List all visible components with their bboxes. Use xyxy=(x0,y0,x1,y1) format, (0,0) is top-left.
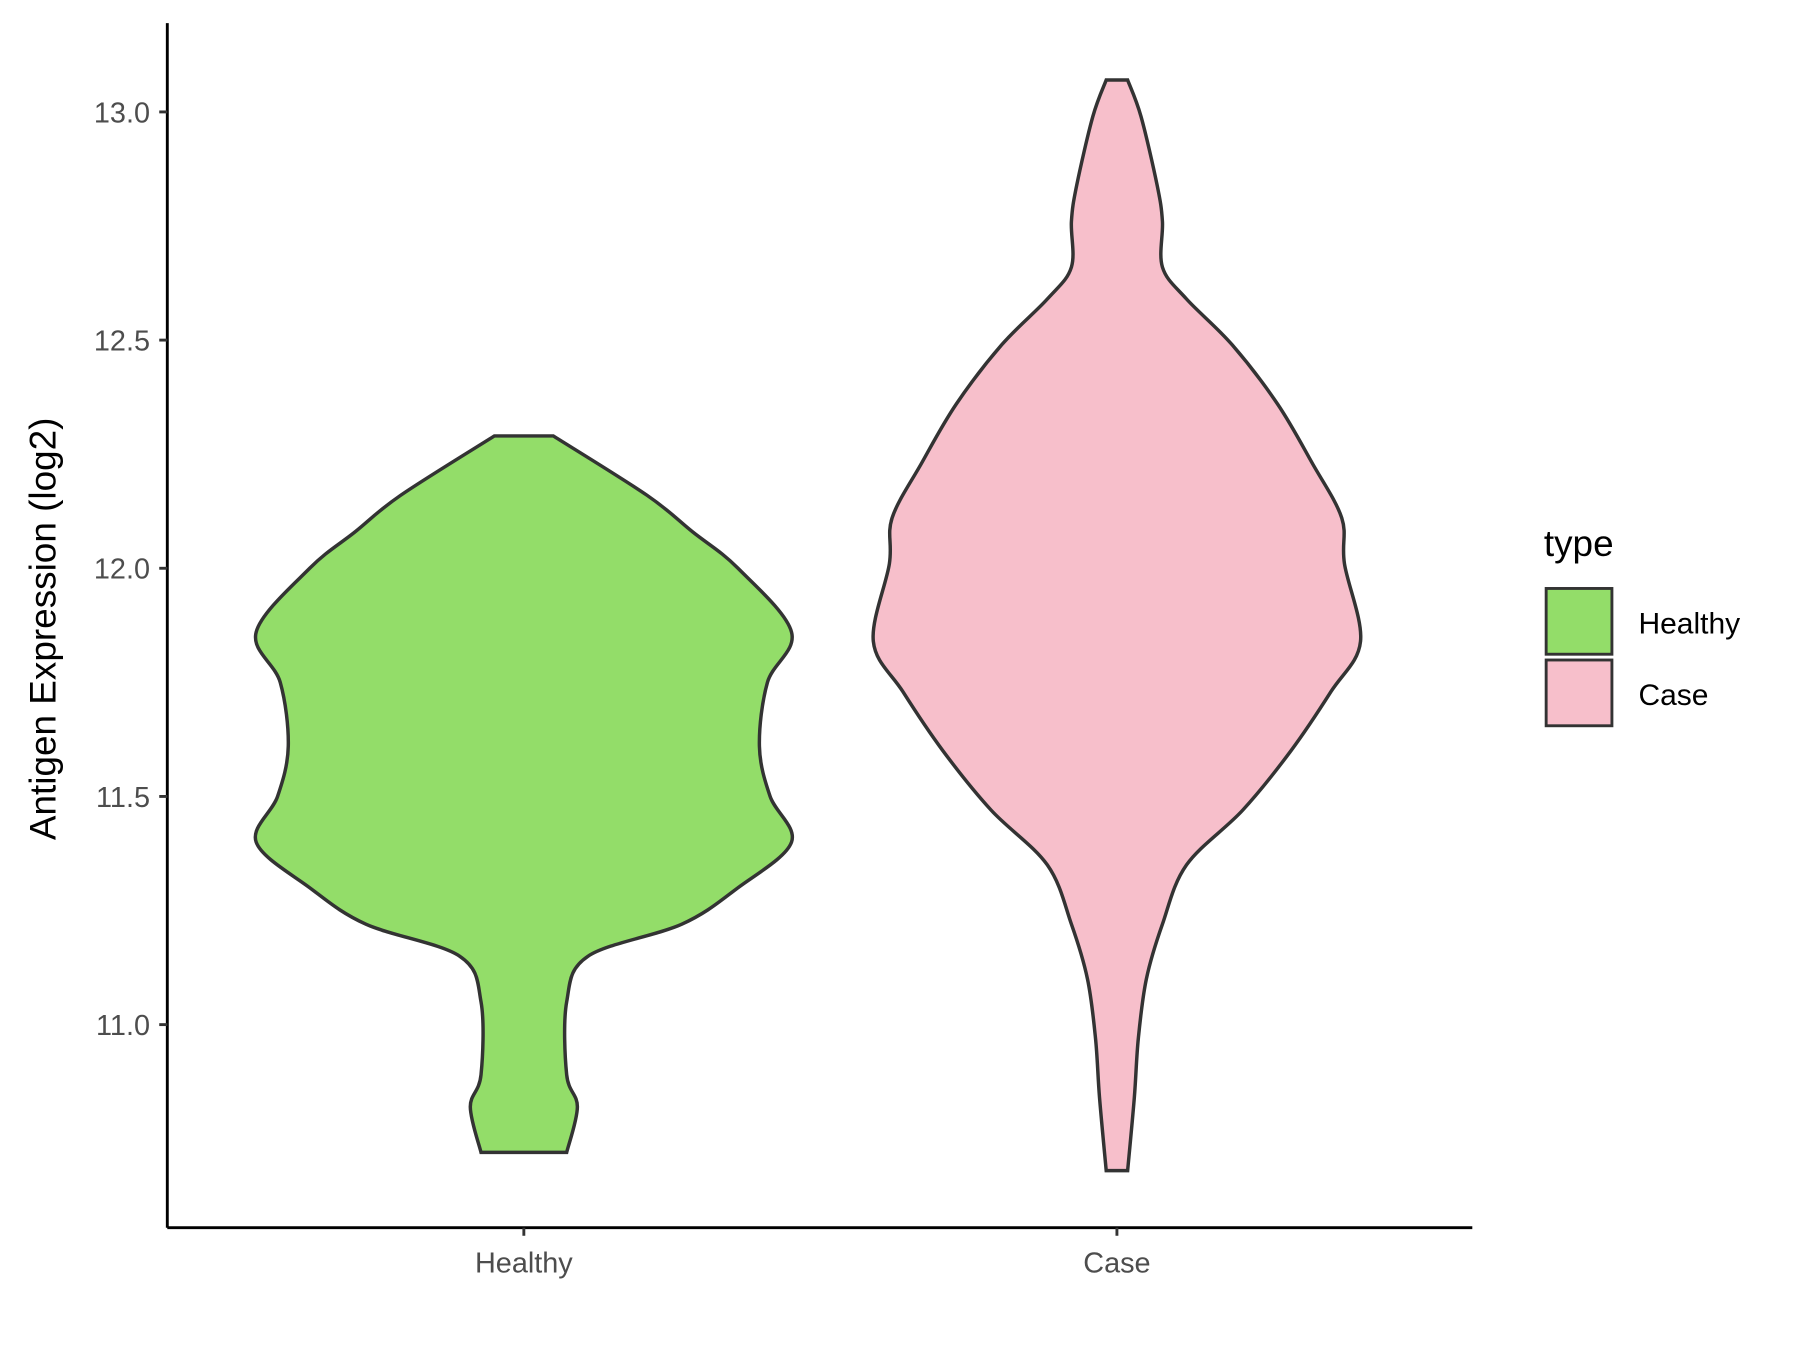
y-tick-label: 13.0 xyxy=(94,97,150,129)
y-tick-label: 12.0 xyxy=(94,554,150,586)
legend-label-case: Case xyxy=(1638,679,1708,712)
legend-key-case xyxy=(1544,658,1614,728)
violin-case xyxy=(871,78,1363,1173)
y-tick-label: 12.5 xyxy=(94,325,150,357)
legend-key-healthy xyxy=(1544,587,1614,656)
violin-healthy xyxy=(253,434,795,1155)
legend-label-healthy: Healthy xyxy=(1638,607,1740,640)
y-axis-label: Antigen Expression (log2) xyxy=(22,418,63,841)
x-tick-label-healthy: Healthy xyxy=(475,1248,573,1280)
legend-title: type xyxy=(1544,523,1614,564)
legend: type Healthy Case xyxy=(1544,523,1740,728)
x-ticks: Healthy Case xyxy=(475,1227,1151,1280)
violins xyxy=(253,78,1363,1173)
x-tick-label-case: Case xyxy=(1083,1248,1150,1280)
y-tick-label: 11.5 xyxy=(96,782,150,814)
y-tick-label: 11.0 xyxy=(96,1010,150,1042)
y-ticks: 11.0 11.5 12.0 12.5 13.0 xyxy=(94,97,168,1042)
